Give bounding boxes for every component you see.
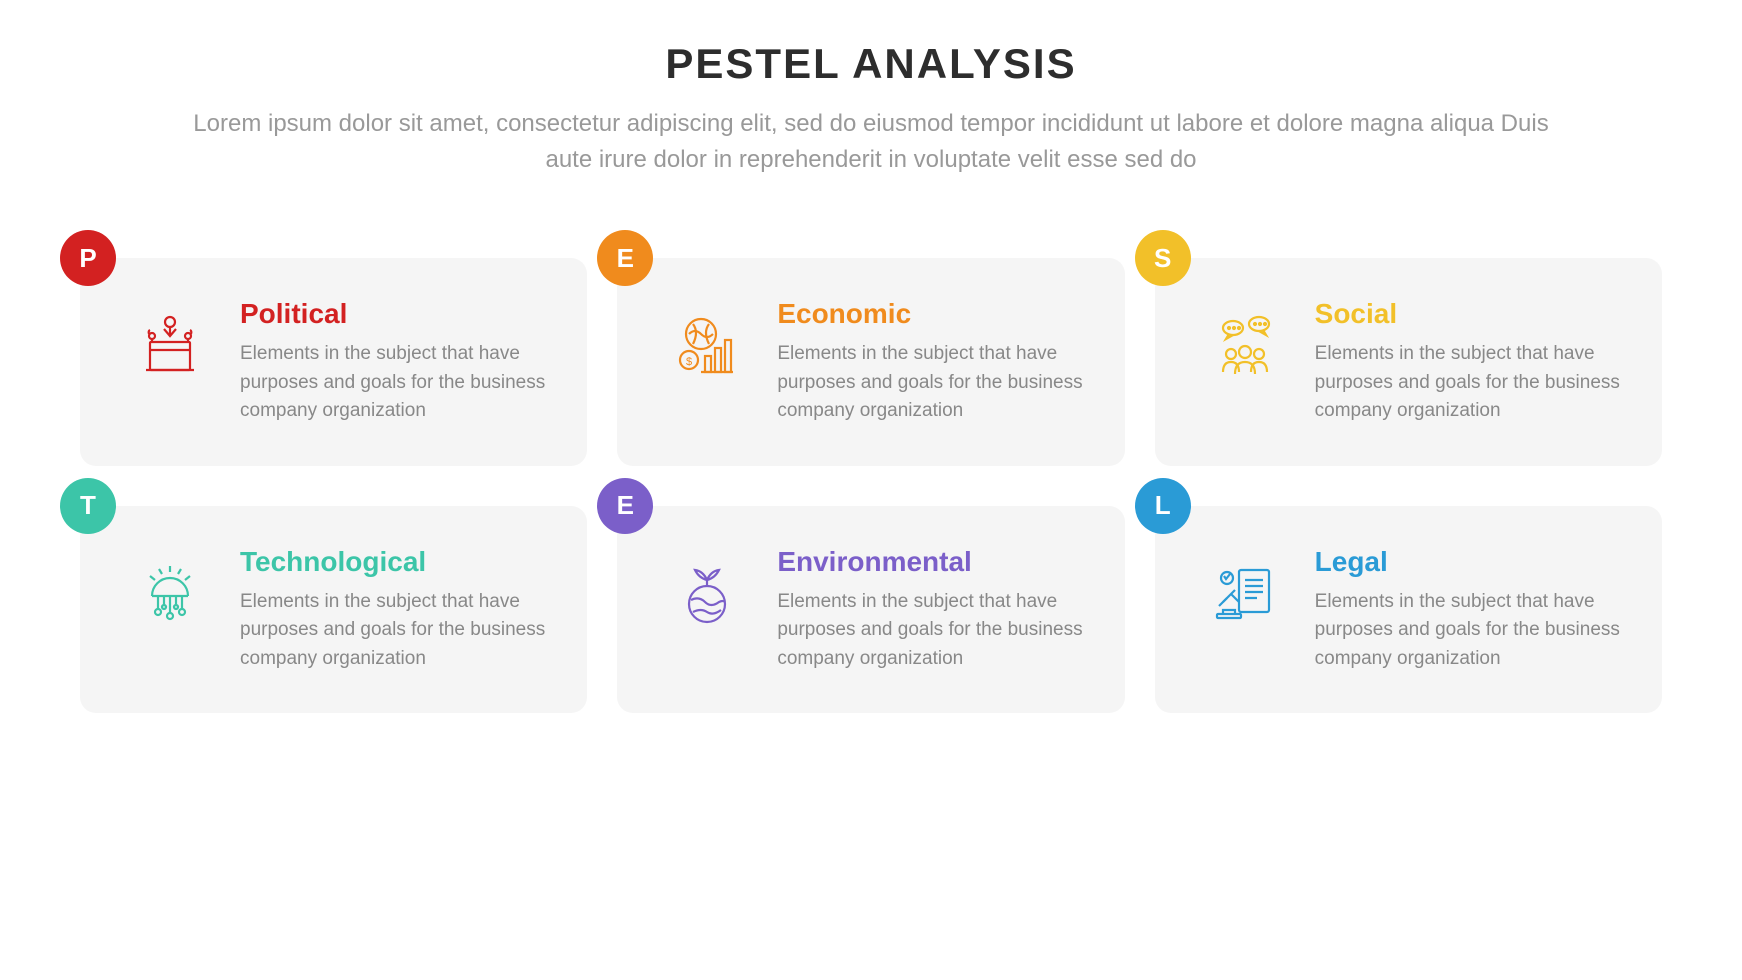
tech-icon bbox=[130, 556, 210, 636]
pestel-grid: P Political Elements in the subject that… bbox=[60, 228, 1682, 743]
card-technological: T Technological Elements in the subject … bbox=[80, 506, 587, 714]
card-desc-economic: Elements in the subject that have purpos… bbox=[777, 340, 1084, 426]
badge-political: P bbox=[60, 230, 116, 286]
card-desc-social: Elements in the subject that have purpos… bbox=[1315, 340, 1622, 426]
social-icon bbox=[1205, 308, 1285, 388]
badge-technological: T bbox=[60, 478, 116, 534]
badge-economic: E bbox=[597, 230, 653, 286]
card-title-economic: Economic bbox=[777, 298, 1084, 330]
card-desc-political: Elements in the subject that have purpos… bbox=[240, 340, 547, 426]
card-title-political: Political bbox=[240, 298, 547, 330]
header: PESTEL ANALYSIS Lorem ipsum dolor sit am… bbox=[60, 40, 1682, 178]
podium-icon bbox=[130, 308, 210, 388]
card-political: P Political Elements in the subject that… bbox=[80, 258, 587, 466]
card-desc-technological: Elements in the subject that have purpos… bbox=[240, 588, 547, 674]
card-social: S Social Elemen bbox=[1155, 258, 1662, 466]
badge-environmental: E bbox=[597, 478, 653, 534]
page-subtitle: Lorem ipsum dolor sit amet, consectetur … bbox=[171, 106, 1571, 178]
badge-social: S bbox=[1135, 230, 1191, 286]
svg-text:$: $ bbox=[686, 356, 692, 368]
badge-legal: L bbox=[1135, 478, 1191, 534]
environment-icon bbox=[667, 556, 747, 636]
card-desc-environmental: Elements in the subject that have purpos… bbox=[777, 588, 1084, 674]
page-title: PESTEL ANALYSIS bbox=[60, 40, 1682, 88]
card-title-social: Social bbox=[1315, 298, 1622, 330]
card-desc-legal: Elements in the subject that have purpos… bbox=[1315, 588, 1622, 674]
card-title-legal: Legal bbox=[1315, 546, 1622, 578]
card-title-environmental: Environmental bbox=[777, 546, 1084, 578]
card-economic: E $ Economic Elements in the subject tha… bbox=[617, 258, 1124, 466]
card-environmental: E Environmental Elements in the subject … bbox=[617, 506, 1124, 714]
economy-icon: $ bbox=[667, 308, 747, 388]
card-legal: L Legal Elements in the subject that hav… bbox=[1155, 506, 1662, 714]
card-title-technological: Technological bbox=[240, 546, 547, 578]
legal-icon bbox=[1205, 556, 1285, 636]
